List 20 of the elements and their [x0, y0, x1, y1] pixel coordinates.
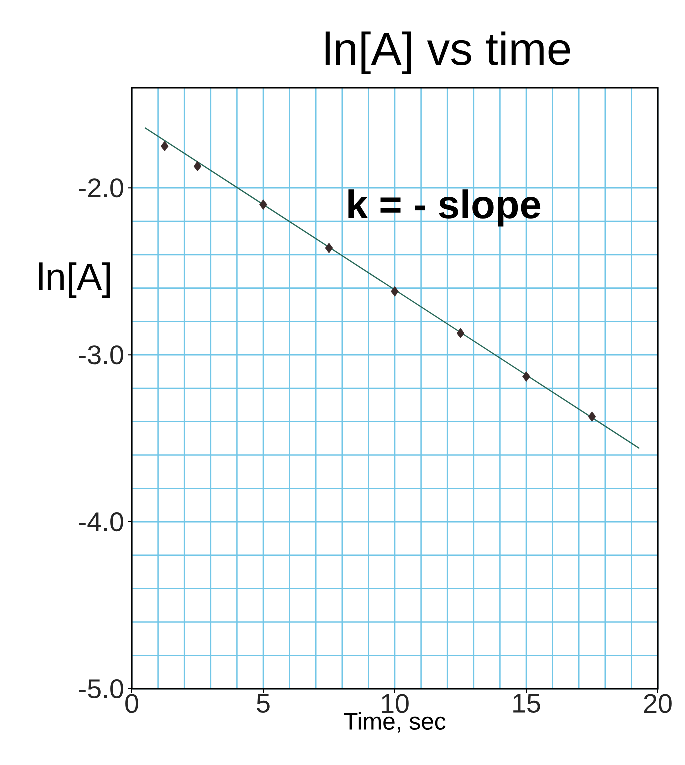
point	[325, 243, 334, 254]
point	[588, 412, 596, 422]
point	[260, 200, 268, 210]
x-tick-label: 20	[644, 694, 672, 714]
point	[160, 141, 169, 152]
point	[391, 286, 399, 297]
y-axis-title: ln[A]	[39, 262, 110, 298]
point	[456, 328, 465, 339]
point	[522, 372, 530, 382]
point	[194, 161, 202, 172]
x-axis-title: Time, sec	[344, 712, 446, 733]
x-tick-label: 15	[514, 694, 540, 713]
y-tick-label: -2.0	[79, 178, 124, 198]
x-tick-label: 5	[257, 694, 270, 713]
y-tick-label: -5.0	[79, 679, 124, 699]
chart-title: ln[A] vs time	[326, 32, 570, 74]
x-tick-label: 0	[126, 694, 138, 714]
y-tick-label: -4.0	[79, 512, 124, 532]
y-tick-label: -3.0	[79, 346, 124, 365]
x-tick-label: 10	[382, 694, 409, 714]
